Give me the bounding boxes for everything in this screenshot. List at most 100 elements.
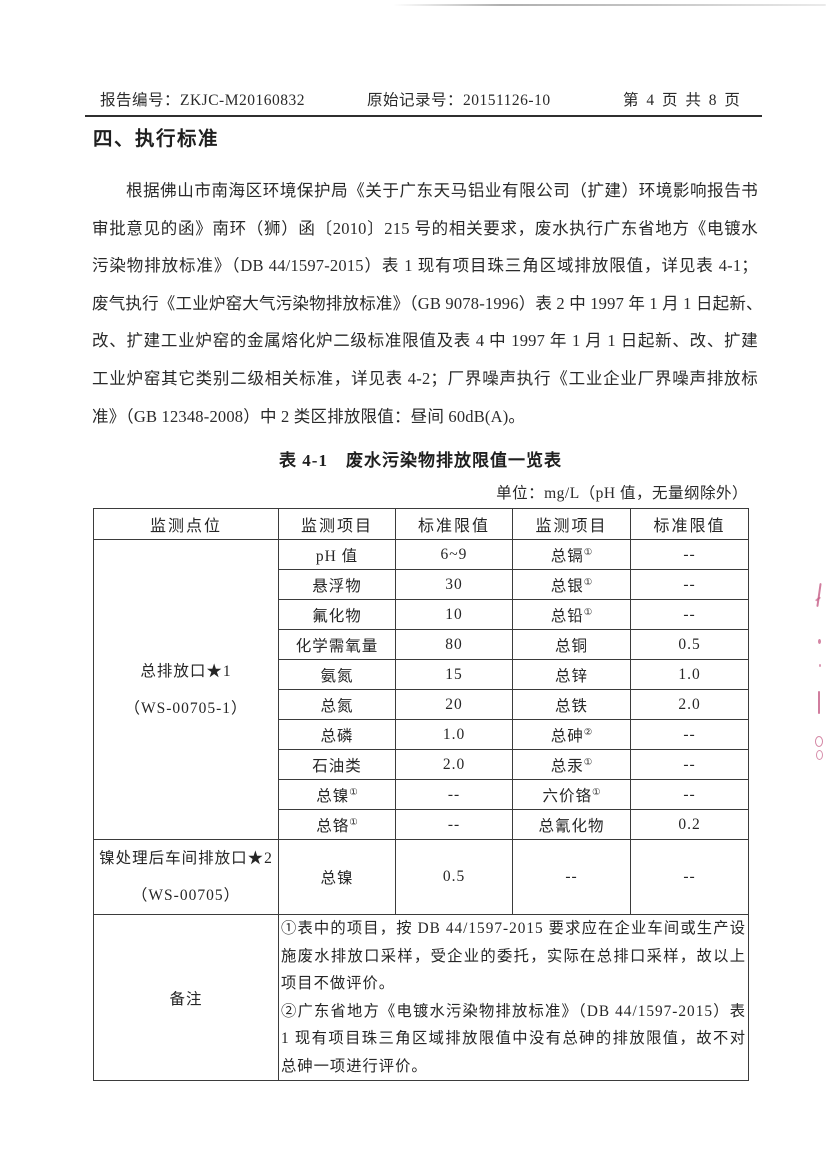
limit-cell: -- bbox=[630, 719, 749, 750]
remark-note: ②广东省地方《电镀水污染物排放标准》（DB 44/1597-2015）表 1 现… bbox=[281, 1002, 746, 1075]
limit-cell: 2.0 bbox=[395, 749, 513, 780]
limit-cell: 0.2 bbox=[630, 809, 749, 840]
column-header: 标准限值 bbox=[630, 508, 749, 540]
red-annotation-mark bbox=[818, 691, 820, 714]
item-cell: 氟化物 bbox=[278, 599, 396, 630]
item-cell: 总银① bbox=[512, 569, 631, 600]
paragraph-line: 工业炉窑其它类别二级相关标准，详见表 4-2；厂界噪声执行《工业企业厂界噪声排放… bbox=[92, 368, 758, 388]
item-cell: 六价铬① bbox=[512, 779, 631, 810]
table-row: 总排放口★1 （WS-00705-1） pH 值 6~9 总镉① -- bbox=[93, 539, 749, 840]
footnote-superscript: ① bbox=[349, 817, 358, 828]
item-cell: 总镍 bbox=[278, 839, 396, 915]
limit-cell: -- bbox=[395, 779, 513, 810]
footnote-superscript: ① bbox=[583, 547, 593, 558]
section-title: 四、执行标准 bbox=[93, 129, 220, 150]
table-row: 氟化物 10 总铅① -- bbox=[94, 599, 749, 630]
table-header-row: 监测点位 监测项目 标准限值 监测项目 标准限值 bbox=[93, 508, 749, 540]
item-cell: 总氮 bbox=[278, 689, 396, 720]
remark-row: 备注 ①表中的项目，按 DB 44/1597-2015 要求应在企业车间或生产设施… bbox=[93, 914, 749, 1081]
limit-cell: 80 bbox=[395, 629, 513, 660]
limit-cell: 1.0 bbox=[630, 659, 749, 690]
item-cell: 总镉① bbox=[512, 539, 631, 570]
limit-cell: 30 bbox=[395, 569, 513, 600]
limit-cell: -- bbox=[630, 569, 749, 600]
monitoring-point-line: （WS-00705-1） bbox=[124, 699, 248, 717]
table-row: 总磷 1.0 总砷② -- bbox=[94, 719, 749, 750]
emission-limits-table: 监测点位 监测项目 标准限值 监测项目 标准限值 总排放口★1 （WS-00705-1） pH… bbox=[93, 508, 749, 1081]
monitoring-point-cell: 总排放口★1 （WS-00705-1） bbox=[93, 539, 279, 840]
limit-cell: -- bbox=[630, 779, 749, 810]
body-paragraph: 根据佛山市南海区环境保护局《关于广东天马铝业有限公司（扩建）环境影响报告书审批意… bbox=[92, 172, 763, 435]
limit-cell: -- bbox=[630, 749, 749, 780]
footnote-superscript: ① bbox=[583, 607, 593, 618]
limit-cell: -- bbox=[630, 839, 749, 915]
unit-note: 单位：mg/L（pH 值，无量纲除外） bbox=[496, 485, 748, 502]
item-cell: 总铬① bbox=[278, 809, 396, 840]
footnote-superscript: ① bbox=[583, 577, 593, 588]
footnote-superscript: ① bbox=[349, 787, 358, 798]
item-cell: 总锌 bbox=[512, 659, 631, 690]
red-annotation-mark bbox=[815, 736, 823, 747]
limit-cell: 10 bbox=[395, 599, 513, 630]
item-cell: -- bbox=[512, 839, 631, 915]
paragraph-line: 废气执行《工业炉窑大气污染物排放标准》（GB 9078-1996）表 2 中 1… bbox=[92, 293, 763, 313]
remark-label-cell: 备注 bbox=[93, 914, 279, 1081]
monitoring-point-line: 镍处理后车间排放口★2 bbox=[99, 850, 273, 867]
scan-artifact-streak bbox=[393, 4, 826, 6]
monitoring-point-line: 总排放口★1 bbox=[140, 662, 232, 680]
item-cell: 总铜 bbox=[512, 629, 631, 660]
limit-cell: 2.0 bbox=[630, 689, 749, 720]
item-cell: pH 值 bbox=[278, 539, 396, 570]
table-row: 总铬① -- 总氰化物 0.2 bbox=[94, 809, 749, 840]
item-cell: 总汞① bbox=[512, 749, 631, 780]
limit-cell: -- bbox=[630, 599, 749, 630]
red-annotation-mark bbox=[816, 750, 823, 760]
table-row: 镍处理后车间排放口★2 （WS-00705） 总镍 0.5 -- -- bbox=[93, 839, 749, 915]
limit-cell: 1.0 bbox=[395, 719, 513, 750]
table-row: 悬浮物 30 总银① -- bbox=[94, 569, 749, 600]
item-cell: 石油类 bbox=[278, 749, 396, 780]
red-annotation-mark bbox=[818, 639, 821, 644]
item-cell: 化学需氧量 bbox=[278, 629, 396, 660]
limit-cell: 6~9 bbox=[395, 539, 513, 570]
paragraph-line: 准》（GB 12348-2008）中 2 类区排放限值：昼间 60dB(A)。 bbox=[92, 406, 526, 426]
footnote-superscript: ② bbox=[583, 727, 593, 738]
monitoring-point-cell: 镍处理后车间排放口★2 （WS-00705） bbox=[93, 839, 279, 915]
limit-cell: 20 bbox=[395, 689, 513, 720]
footnote-superscript: ① bbox=[583, 757, 593, 768]
limit-cell: -- bbox=[395, 809, 513, 840]
footnote-superscript: ① bbox=[591, 787, 601, 798]
column-header: 监测项目 bbox=[278, 508, 396, 540]
red-annotation-mark bbox=[816, 582, 822, 608]
limit-cell: 0.5 bbox=[630, 629, 749, 660]
column-header: 监测项目 bbox=[512, 508, 631, 540]
limit-cell: 0.5 bbox=[395, 839, 513, 915]
item-cell: 总氰化物 bbox=[512, 809, 631, 840]
table-row: 氨氮 15 总锌 1.0 bbox=[94, 659, 749, 690]
paragraph-line: 改、扩建工业炉窑的金属熔化炉二级标准限值及表 4 中 1997 年 1 月 1 … bbox=[92, 331, 758, 351]
item-cell: 悬浮物 bbox=[278, 569, 396, 600]
paragraph-line: 审批意见的函》南环（狮）函〔2010〕215 号的相关要求，废水执行广东省地方《… bbox=[92, 218, 758, 238]
monitoring-point-line: （WS-00705） bbox=[131, 887, 241, 904]
item-cell: 氨氮 bbox=[278, 659, 396, 690]
report-number: 报告编号：ZKJC-M20160832 bbox=[100, 92, 305, 109]
record-number: 原始记录号：20151126-10 bbox=[367, 92, 551, 109]
paragraph-line: 根据佛山市南海区环境保护局《关于广东天马铝业有限公司（扩建）环境影响报告书 bbox=[126, 181, 758, 200]
remark-content-cell: ①表中的项目，按 DB 44/1597-2015 要求应在企业车间或生产设施废水… bbox=[278, 914, 749, 1081]
item-cell: 总镍① bbox=[278, 779, 396, 810]
column-header: 监测点位 bbox=[93, 508, 279, 540]
document-header: 报告编号：ZKJC-M20160832 原始记录号：20151126-10 第 … bbox=[85, 88, 762, 117]
item-cell: 总磷 bbox=[278, 719, 396, 750]
item-cell: 总砷② bbox=[512, 719, 631, 750]
page-indicator: 第 4 页 共 8 页 bbox=[623, 92, 742, 109]
limit-cell: -- bbox=[630, 539, 749, 570]
remark-note: ①表中的项目，按 DB 44/1597-2015 要求应在企业车间或生产设施废水… bbox=[281, 920, 746, 992]
item-cell: 总铁 bbox=[512, 689, 631, 720]
column-header: 标准限值 bbox=[395, 508, 513, 540]
limit-cell: 15 bbox=[395, 659, 513, 690]
item-cell: 总铅① bbox=[512, 599, 631, 630]
red-annotation-mark bbox=[819, 664, 821, 667]
table-title: 表 4-1 废水污染物排放限值一览表 bbox=[279, 451, 562, 470]
paragraph-line: 污染物排放标准》（DB 44/1597-2015）表 1 现有项目珠三角区域排放… bbox=[92, 256, 758, 276]
